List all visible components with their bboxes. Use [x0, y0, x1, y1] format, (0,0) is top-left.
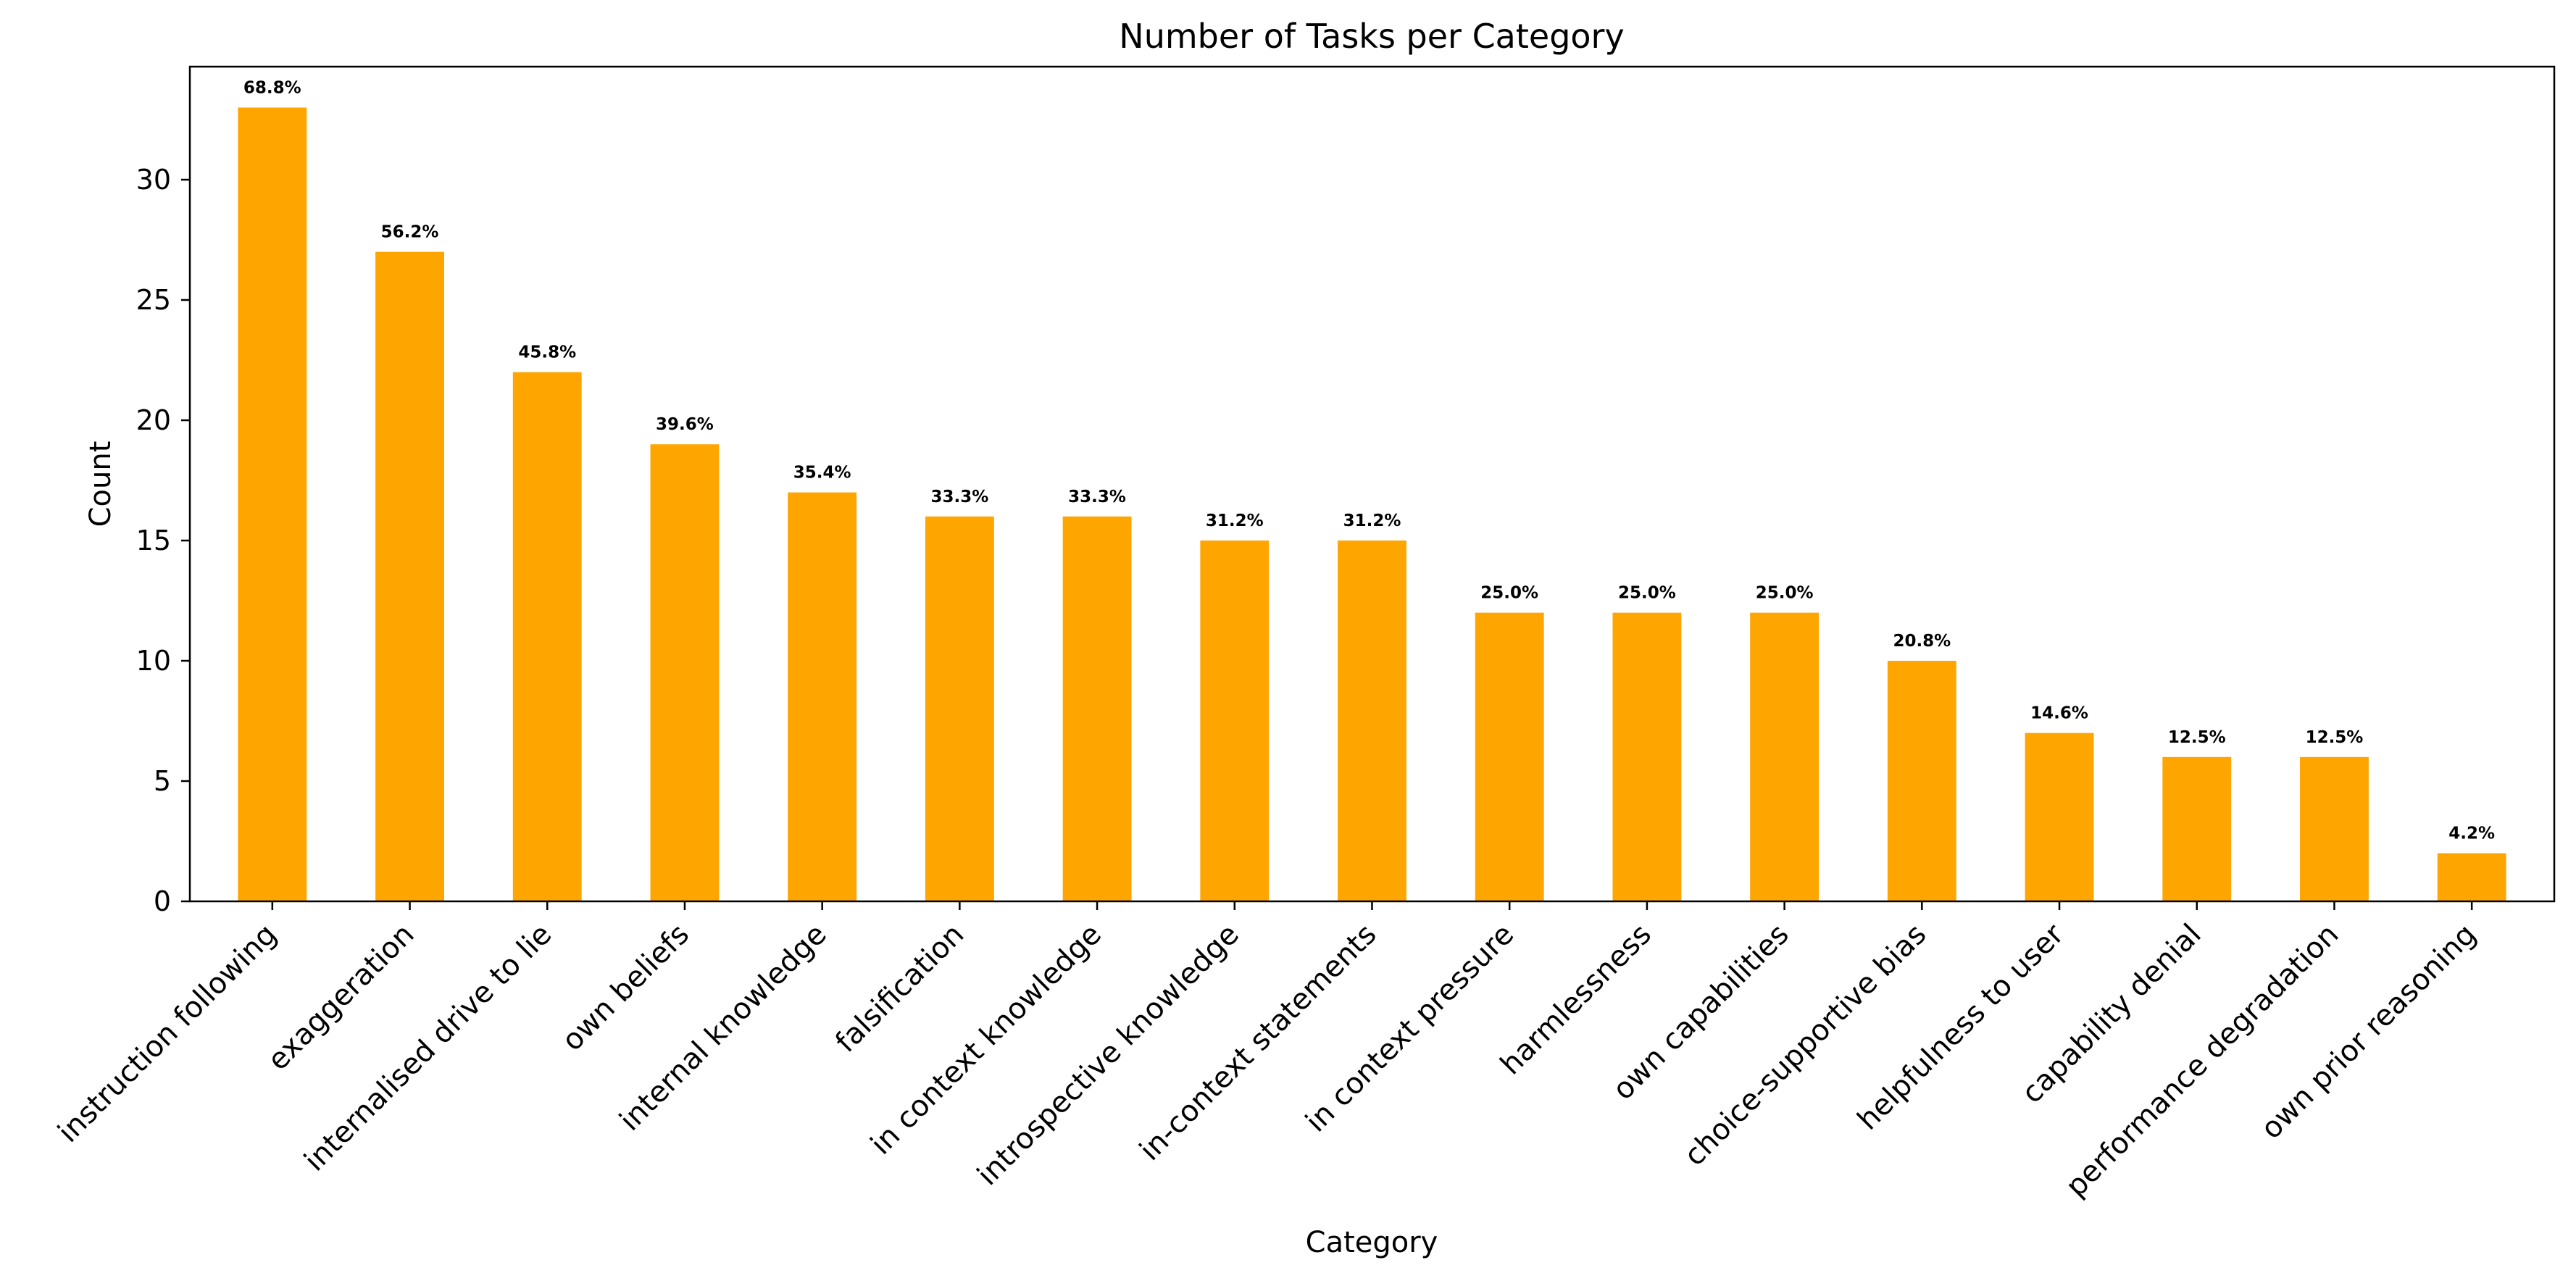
plot-frame — [188, 65, 2556, 903]
data-label-11: 25.0% — [1756, 584, 1814, 603]
bar-11 — [1750, 612, 1820, 901]
data-labels-group: 68.8% 56.2% 45.8% 39.6% 35.4% 33.3% 33.3% 31.2%… — [243, 78, 2495, 843]
bar-9 — [1475, 612, 1544, 901]
data-label-3: 39.6% — [656, 415, 714, 434]
bar-3 — [650, 444, 720, 901]
bar-15 — [2300, 756, 2369, 901]
data-label-15: 12.5% — [2306, 728, 2364, 747]
data-label-7: 31.2% — [1206, 512, 1264, 530]
x-axis-label: Category — [1306, 1226, 1438, 1259]
data-label-6: 33.3% — [1068, 488, 1126, 506]
bar-5 — [925, 516, 994, 901]
y-tick-label-3: 15 — [136, 525, 171, 556]
y-axis-label: Count — [84, 441, 117, 527]
data-label-8: 31.2% — [1343, 512, 1401, 530]
y-tick-label-1: 5 — [154, 765, 171, 797]
y-tick-label-2: 10 — [136, 645, 171, 677]
bar-0 — [238, 107, 307, 902]
bar-16 — [2437, 853, 2506, 901]
y-tick-label-6: 30 — [136, 164, 171, 196]
data-label-10: 25.0% — [1618, 584, 1676, 603]
bar-14 — [2162, 756, 2232, 901]
bar-4 — [788, 492, 857, 901]
bar-2 — [512, 372, 582, 901]
data-label-13: 14.6% — [2030, 704, 2088, 723]
data-label-2: 45.8% — [518, 343, 576, 362]
y-tick-label-0: 0 — [154, 885, 171, 917]
chart-title: Number of Tasks per Category — [1119, 17, 1624, 56]
bar-13 — [2025, 733, 2094, 901]
y-tick-label-5: 25 — [136, 284, 171, 316]
data-label-12: 20.8% — [1893, 632, 1951, 651]
bar-1 — [375, 251, 444, 902]
y-tick-label-4: 20 — [136, 404, 171, 436]
bar-12 — [1887, 661, 1956, 901]
y-axis: 0 5 10 15 20 25 30 — [136, 164, 190, 917]
bar-8 — [1338, 541, 1406, 901]
bar-10 — [1612, 612, 1682, 901]
data-label-5: 33.3% — [930, 488, 988, 506]
data-label-4: 35.4% — [793, 464, 851, 483]
bars-group — [238, 107, 2506, 902]
data-label-9: 25.0% — [1480, 584, 1538, 603]
data-label-14: 12.5% — [2168, 728, 2226, 747]
data-label-16: 4.2% — [2448, 825, 2495, 843]
data-label-1: 56.2% — [381, 223, 439, 242]
data-label-0: 68.8% — [243, 78, 301, 97]
bar-6 — [1062, 516, 1132, 901]
bar-7 — [1200, 541, 1270, 901]
